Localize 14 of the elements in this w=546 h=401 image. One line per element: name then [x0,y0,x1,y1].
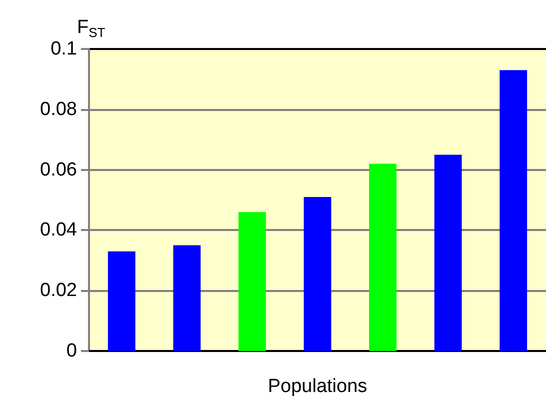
x-axis-title: Populations [268,376,368,397]
y-tick-label: 0.08 [40,98,77,120]
y-tick-label: 0.06 [40,159,77,180]
bar [369,164,396,351]
bar [173,245,201,351]
y-tick-label: 0.02 [40,280,77,302]
bar [108,251,136,351]
y-tick-label: 0.1 [50,38,77,60]
bar [500,70,528,351]
bar [304,196,332,351]
bar [238,212,266,351]
y-tick-label: 0.04 [40,220,78,241]
bar [434,154,462,351]
y-tick-label: 0 [66,340,77,362]
